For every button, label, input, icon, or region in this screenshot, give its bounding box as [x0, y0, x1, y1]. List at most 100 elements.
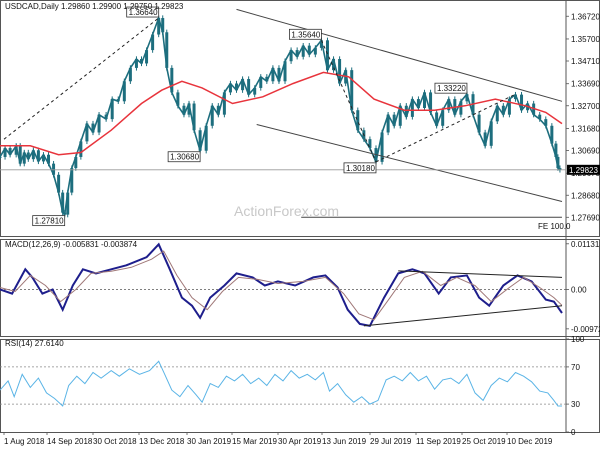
price-body: [61, 192, 65, 213]
price-body: [161, 18, 165, 33]
macd-ytick-label: 0.00: [571, 286, 587, 295]
macd-ytick-label: 0.011313: [571, 240, 600, 249]
price-body: [192, 103, 196, 131]
price-body: [187, 103, 191, 115]
xtick-label: 15 Mar 2019: [232, 437, 277, 446]
price-body: [283, 61, 287, 82]
price-body: [97, 114, 101, 133]
price-body: [520, 94, 524, 111]
price-body: [26, 152, 30, 160]
price-body: [3, 148, 7, 157]
price-body: [70, 168, 74, 193]
price-body: [210, 105, 214, 126]
xtick-label: 13 Dec 2018: [139, 437, 185, 446]
annotation-label: 1.30680: [170, 153, 199, 162]
price-body: [0, 156, 2, 158]
xtick-label: 30 Oct 2018: [93, 437, 137, 446]
price-body: [18, 145, 22, 164]
price-body: [216, 105, 220, 115]
price-body: [41, 154, 45, 162]
trendline-3: [375, 93, 516, 163]
last-price-label: 1.29823: [569, 166, 598, 175]
price-body: [392, 114, 396, 126]
price-body: [356, 110, 360, 131]
price-body: [157, 18, 161, 35]
macd-panel-header: MACD(12,26,9) -0.005831 -0.003874: [5, 240, 138, 249]
xtick-label: 30 Apr 2019: [278, 437, 322, 446]
price-body: [350, 70, 354, 111]
rsi-ytick-label: 70: [571, 363, 580, 372]
macd-series-1: [0, 250, 563, 321]
price-body: [289, 50, 293, 62]
price-body: [465, 94, 469, 102]
annotation-box: [32, 215, 66, 227]
xtick-label: 11 Sep 2019: [416, 437, 461, 446]
price-body: [295, 50, 299, 57]
price-body: [423, 92, 426, 108]
price-body: [416, 99, 420, 108]
trendline-2: [320, 40, 377, 163]
last-price-tag: [567, 164, 600, 175]
annotation-box: [126, 6, 160, 18]
price-body: [247, 79, 251, 95]
price-body: [459, 101, 463, 115]
price-body: [495, 105, 499, 122]
price-body: [36, 150, 40, 162]
annotation-label: 1.27810: [35, 217, 64, 226]
price-body: [259, 76, 263, 88]
price-body: [182, 105, 186, 115]
price-body: [165, 32, 169, 68]
main-ytick-label: 1.30690: [571, 147, 600, 156]
price-body: [435, 112, 439, 126]
main-ytick-label: 1.33690: [571, 80, 600, 89]
price-body: [277, 67, 281, 82]
main-ytick-label: 1.27690: [571, 213, 600, 222]
xtick-label: 25 Oct 2019: [462, 437, 506, 446]
price-body: [57, 174, 61, 193]
macd-ytick-label: -0.009729: [571, 325, 600, 334]
price-body: [386, 114, 390, 133]
fe-level-label: FE 100.0: [538, 222, 571, 231]
price-body: [507, 99, 511, 115]
rsi-panel-frame: [0, 339, 600, 433]
channel-5: [256, 124, 563, 202]
main-ytick-label: 1.32700: [571, 102, 600, 111]
macd-series-3: [363, 305, 563, 327]
xtick-label: 10 Dec 2019: [507, 437, 553, 446]
price-body: [79, 141, 83, 157]
price-body: [47, 154, 51, 164]
price-body: [483, 132, 487, 146]
price-body: [122, 81, 126, 102]
macd-series-0: [0, 242, 563, 328]
price-body: [204, 125, 208, 151]
moving-average-0: [0, 71, 563, 156]
rsi-ytick-label: 0: [571, 428, 576, 437]
annotation-box: [289, 28, 322, 40]
xtick-label: 29 Jul 2019: [370, 437, 412, 446]
price-body: [313, 47, 317, 55]
price-body: [404, 105, 408, 117]
price-body: [151, 34, 155, 51]
price-body: [380, 132, 384, 162]
price-body: [410, 99, 414, 117]
annotation-label: 1.33220: [437, 84, 466, 93]
price-body: [447, 99, 451, 111]
price-body: [31, 150, 35, 160]
price-body: [513, 94, 517, 100]
macd-series-2: [398, 270, 563, 278]
price-body: [66, 192, 70, 215]
rsi-panel-header: RSI(14) 27.6140: [5, 339, 64, 348]
channel-4: [236, 8, 563, 102]
price-body: [301, 45, 305, 57]
price-body: [52, 163, 56, 175]
annotation-box: [434, 82, 468, 94]
price-body: [170, 67, 174, 93]
price-body: [140, 59, 143, 64]
price-body: [554, 143, 558, 157]
main-ytick-label: 1.28680: [571, 191, 600, 200]
price-body: [489, 121, 493, 146]
rsi-ytick-label: 100: [571, 335, 585, 344]
price-body: [307, 45, 311, 55]
price-body: [556, 156, 560, 169]
